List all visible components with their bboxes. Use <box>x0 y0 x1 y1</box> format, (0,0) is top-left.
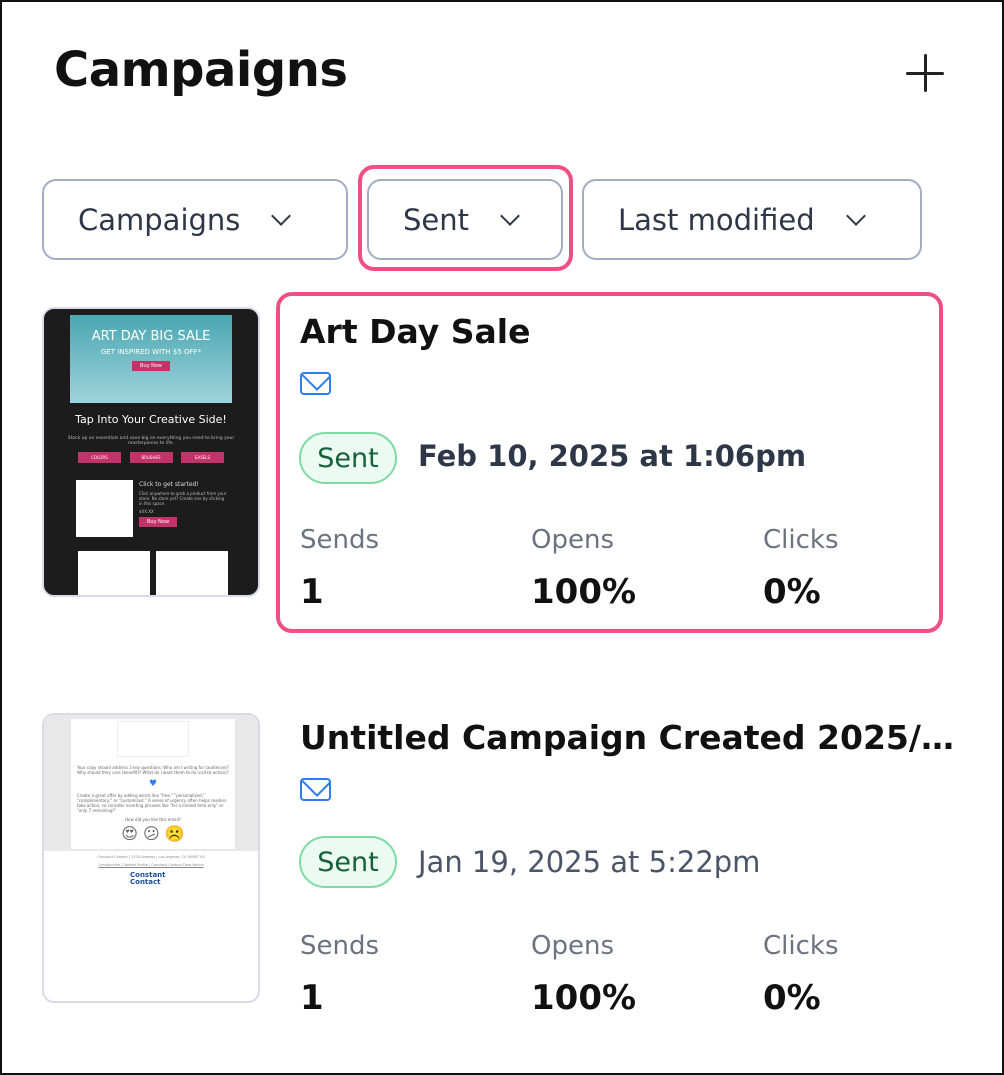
constant-contact-logo: Constant Contact <box>130 871 166 886</box>
image-placeholder-icon <box>117 721 189 757</box>
thumb-hero: ART DAY BIG SALE GET INSPIRED WITH $5 OFF… <box>70 315 232 403</box>
sends-label: Sends <box>300 525 380 555</box>
plus-icon[interactable] <box>904 52 948 96</box>
thumb-body: Stock up on essentials and save big on e… <box>67 436 235 446</box>
sent-date: Feb 10, 2025 at 1:06pm <box>418 439 807 473</box>
thumb-hero-button: Buy Now <box>131 361 171 371</box>
thumb-body: Create a great offer by adding words lik… <box>77 793 227 813</box>
sends-value: 1 <box>300 572 324 612</box>
thumb-cta-button: Buy Now <box>139 517 178 527</box>
opens-label: Opens <box>531 525 614 555</box>
thumb-pill: EASELS <box>181 452 224 463</box>
clicks-label: Clicks <box>763 525 839 555</box>
product-image <box>75 548 153 595</box>
chevron-down-icon <box>271 205 292 226</box>
page-title: Campaigns <box>54 42 348 98</box>
opens-value: 100% <box>531 572 637 612</box>
status-badge: Sent <box>299 836 397 888</box>
thumb-pill: COLORS <box>78 452 121 463</box>
heart-icon: ♥ <box>148 779 158 789</box>
status-badge: Sent <box>299 432 397 484</box>
thumb-rating-prompt: How did you like this email? <box>125 817 181 822</box>
clicks-label: Clicks <box>763 931 839 961</box>
campaign-thumbnail[interactable]: Your copy should address 3 key questions… <box>42 713 260 1003</box>
campaign-type-filter[interactable]: Campaigns <box>42 179 348 260</box>
chevron-down-icon <box>845 205 866 226</box>
mail-icon <box>300 778 331 801</box>
thumb-hero-sub: GET INSPIRED WITH $5 OFF* <box>100 348 202 356</box>
filter-highlight <box>358 165 573 271</box>
campaign-thumbnail[interactable]: ART DAY BIG SALE GET INSPIRED WITH $5 OFF… <box>42 307 260 597</box>
filter-label: Campaigns <box>78 202 241 237</box>
opens-label: Opens <box>531 931 614 961</box>
thumb-heading: Tap Into Your Creative Side! <box>75 413 227 426</box>
thumb-footer: Constant Contact | 1234 Address | Los An… <box>97 855 205 859</box>
status-filter[interactable]: Sent <box>367 179 563 260</box>
product-image <box>153 548 231 595</box>
clicks-value: 0% <box>763 572 821 612</box>
campaign-title[interactable]: Untitled Campaign Created 2025/… <box>300 718 954 757</box>
filter-label: Last modified <box>618 202 815 237</box>
sent-date: Jan 19, 2025 at 5:22pm <box>418 845 761 879</box>
thumb-hero-title: ART DAY BIG SALE <box>91 329 211 344</box>
campaign-title[interactable]: Art Day Sale <box>300 312 531 351</box>
filter-label: Sent <box>403 202 470 237</box>
thumb-price: $XX.XX <box>139 509 154 514</box>
mail-icon <box>300 372 331 395</box>
sends-label: Sends <box>300 931 380 961</box>
opens-value: 100% <box>531 978 637 1018</box>
image-placeholder-icon <box>76 480 133 537</box>
emoji-rating-icons: 😍 😕 ☹️ <box>121 824 185 843</box>
sends-value: 1 <box>300 978 324 1018</box>
sort-filter[interactable]: Last modified <box>582 179 922 260</box>
thumb-links: Unsubscribe | Update Profile | Constant … <box>98 863 204 867</box>
thumb-pill: BRUSHES <box>129 452 173 463</box>
thumb-cta-body: Click anywhere to grab a product from yo… <box>139 491 227 506</box>
chevron-down-icon <box>500 205 520 226</box>
campaign-card-highlight <box>276 292 943 633</box>
thumb-body: Your copy should address 3 key questions… <box>77 765 229 775</box>
thumb-cta-title: Click to get started! <box>139 481 199 488</box>
clicks-value: 0% <box>763 978 821 1018</box>
